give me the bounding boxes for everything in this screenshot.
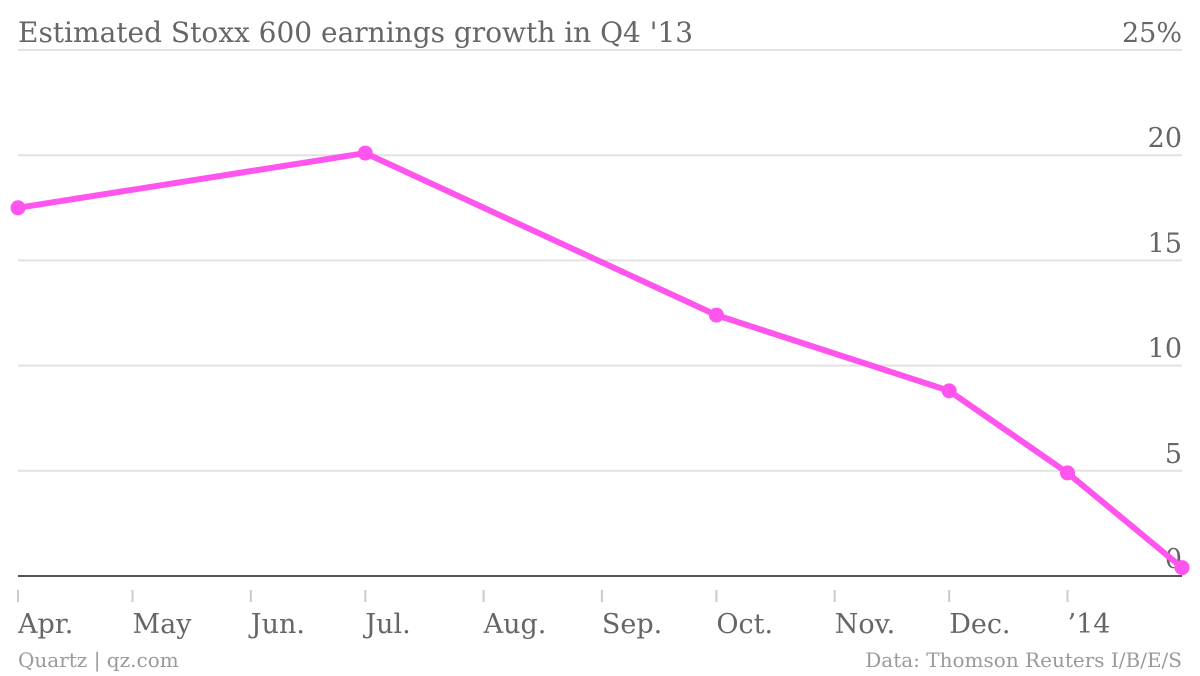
data-point — [1174, 560, 1190, 576]
x-tick-label: Jul. — [362, 609, 410, 640]
data-point — [357, 145, 373, 161]
x-tick-label: May — [132, 609, 192, 640]
data-point — [941, 383, 957, 399]
chart-title: Estimated Stoxx 600 earnings growth in Q… — [18, 16, 693, 49]
source-credit: Quartz | qz.com — [18, 648, 179, 673]
data-point — [708, 307, 724, 323]
x-axis-ticks: Apr. May Jun. Jul. Aug. Sep. Oct. Nov. Dec. ’14 — [17, 590, 1110, 640]
series-group — [10, 145, 1190, 576]
data-point — [1060, 465, 1076, 481]
x-tick-label: Sep. — [602, 609, 662, 640]
x-tick-label: Oct. — [716, 609, 773, 640]
y-tick-label: 5 — [1165, 439, 1182, 470]
x-tick-label: ’14 — [1068, 609, 1111, 640]
y-tick-label: 15 — [1148, 228, 1182, 259]
series-line — [15, 150, 1185, 571]
x-tick-label: Apr. — [17, 609, 73, 640]
x-tick-label: Jun. — [248, 609, 305, 640]
x-tick-label: Nov. — [835, 609, 896, 640]
data-point — [10, 200, 26, 216]
y-tick-label: 20 — [1148, 123, 1182, 154]
gridlines — [18, 49, 1182, 577]
data-source: Data: Thomson Reuters I/B/E/S — [865, 648, 1182, 672]
x-tick-label: Aug. — [483, 609, 547, 640]
y-tick-label: 10 — [1148, 334, 1182, 365]
y-axis-unit-label: 25% — [1122, 18, 1182, 49]
x-tick-label: Dec. — [949, 609, 1010, 640]
